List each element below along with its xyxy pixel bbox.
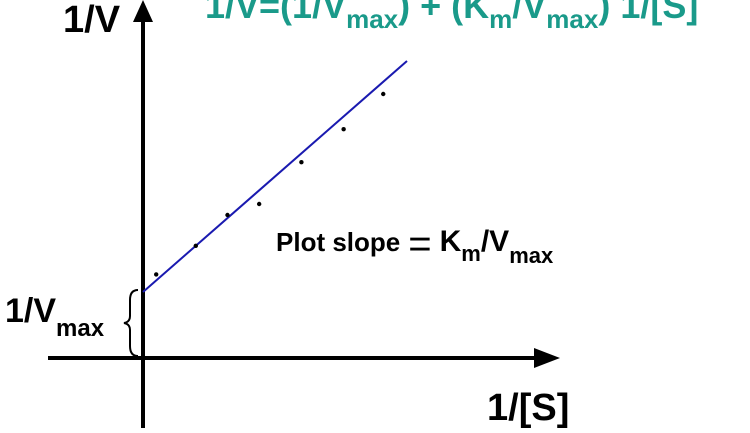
intercept-label: 1/Vmax — [5, 292, 105, 342]
data-point — [193, 243, 198, 248]
y-axis-arrowhead — [133, 0, 153, 22]
plot-marks — [142, 60, 408, 293]
intercept-brace — [123, 289, 139, 357]
y-axis-label: 1/V — [63, 0, 121, 41]
data-point — [341, 127, 346, 132]
data-point — [225, 212, 230, 218]
regression-line — [142, 60, 408, 293]
equation-label: 1/V=(1/Vmax) + (Km/Vmax) 1/[S] — [205, 0, 698, 34]
x-axis-arrowhead — [534, 348, 560, 368]
slope-annotation: Plot slope = Km/Vmax — [276, 222, 554, 268]
data-point — [299, 160, 304, 165]
data-point — [256, 201, 262, 207]
x-axis-label: 1/[S] — [487, 387, 569, 428]
data-point — [154, 272, 159, 277]
data-point — [381, 91, 386, 97]
